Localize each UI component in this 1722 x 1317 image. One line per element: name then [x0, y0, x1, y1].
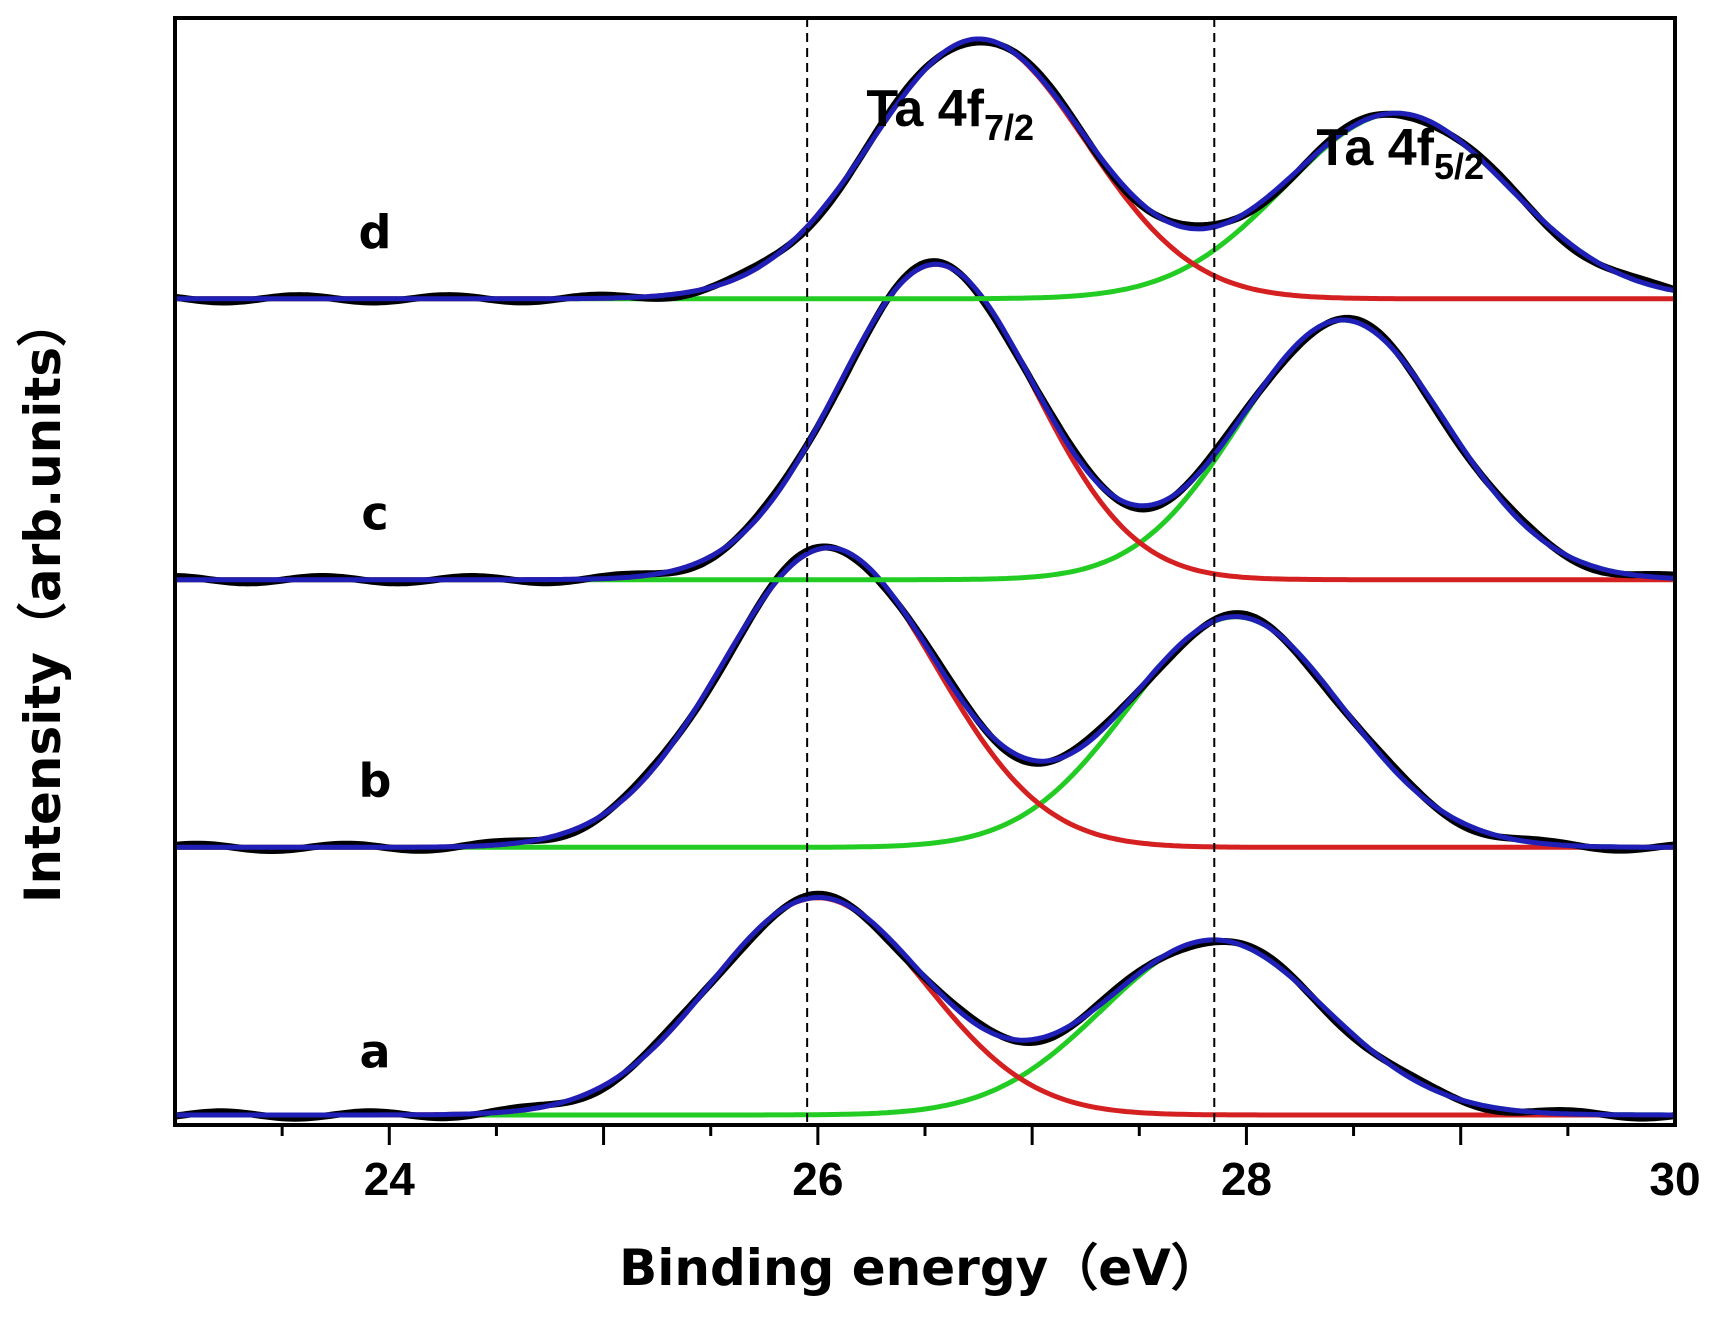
spectrum-a [174, 890, 1676, 1122]
measured-spectrum-c [174, 258, 1676, 587]
series-label-c: c [361, 486, 388, 540]
series-label-b: b [359, 754, 392, 808]
ta4f72-fit-b [175, 545, 1675, 850]
measured-spectrum-a [174, 890, 1676, 1122]
annotation-layer: a b c d Ta 4f7/2 Ta 4f5/2 [359, 80, 1484, 1078]
series-label-a: a [359, 1024, 390, 1078]
ta4f52-fit-a [175, 937, 1675, 1118]
y-axis-title: Intensity（arb.units） [14, 297, 72, 903]
ta4f52-fit-c [175, 317, 1676, 583]
x-axis-title: Binding energy（eV） [619, 1239, 1221, 1297]
x-tick-label: 28 [1221, 1153, 1272, 1205]
fit-envelope-d [175, 36, 1676, 302]
x-tick-label: 26 [792, 1153, 843, 1205]
fit-envelope-b [175, 545, 1675, 850]
fit-envelope-a [175, 894, 1675, 1118]
plot-area [174, 18, 1677, 1125]
x-axis: 24 26 28 30 [280, 1125, 1701, 1205]
spectrum-c [174, 258, 1676, 587]
x-tick-label: 24 [364, 1153, 416, 1205]
x-tick-label: 30 [1649, 1153, 1700, 1205]
spectrum-b [174, 543, 1676, 854]
ta4f72-fit-c [175, 261, 1675, 583]
series-label-d: d [359, 205, 392, 259]
fit-envelope-c [175, 261, 1676, 583]
ta4f72-fit-a [175, 895, 1675, 1118]
measured-spectrum-b [174, 543, 1676, 854]
peak-annotation: Ta 4f5/2 [1316, 119, 1484, 187]
ta4f52-fit-d [175, 110, 1676, 302]
spectrum-d [174, 36, 1677, 306]
peak-annotation: Ta 4f7/2 [866, 80, 1034, 148]
